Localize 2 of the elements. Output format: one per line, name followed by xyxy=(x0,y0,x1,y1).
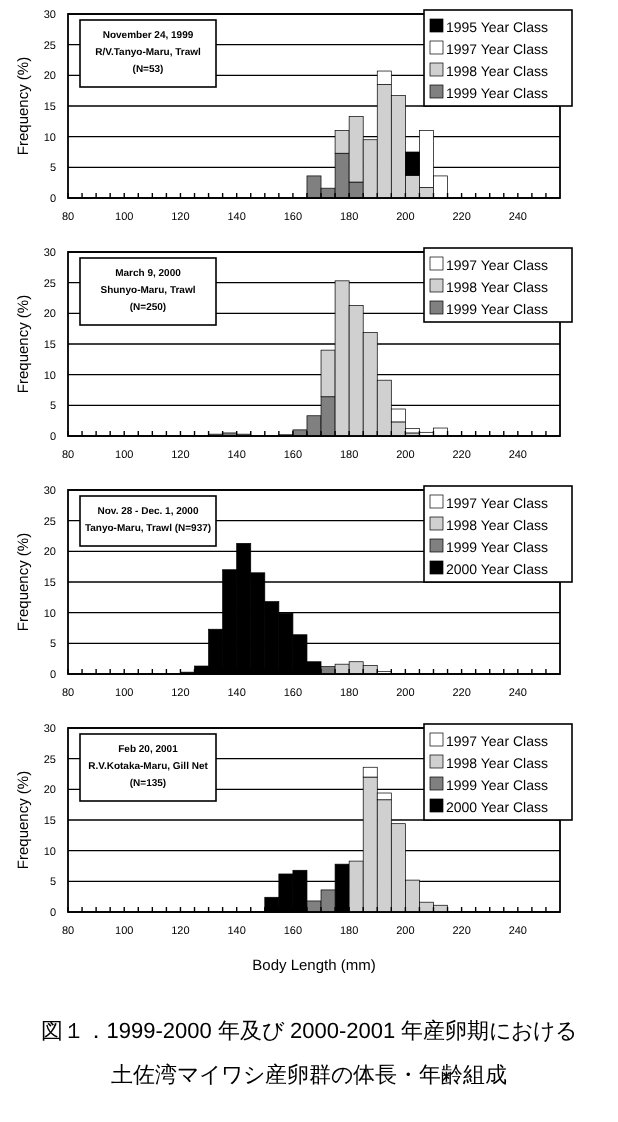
caption: 図１．1999-2000 年及び 2000-2001 年産卵期における xyxy=(40,1018,578,1044)
text: 土佐湾マイワシ産卵群の体長・年齢組成 xyxy=(111,1062,507,1088)
